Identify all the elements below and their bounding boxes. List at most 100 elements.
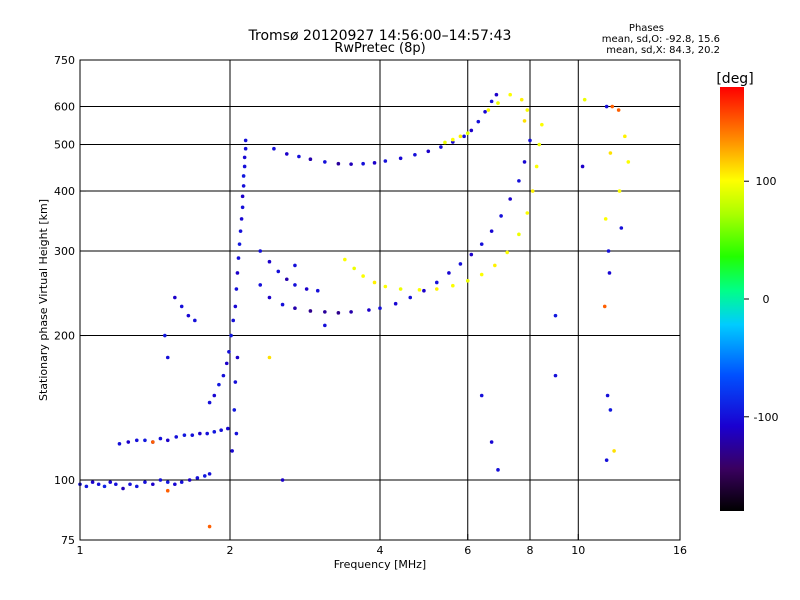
data-point (413, 152, 417, 157)
data-point (508, 197, 512, 201)
x-tick-label: 16 (673, 544, 687, 557)
data-point (235, 271, 240, 275)
data-point (230, 449, 234, 453)
data-point (517, 179, 521, 183)
data-point (219, 428, 223, 433)
data-point (267, 295, 272, 300)
data-point (143, 480, 147, 484)
data-point (207, 400, 212, 405)
data-point (617, 189, 622, 193)
data-point (580, 164, 585, 169)
data-point (604, 458, 609, 462)
data-point (187, 478, 192, 482)
data-point (143, 438, 147, 443)
data-point (323, 160, 327, 164)
y-tick-label: 500 (54, 139, 75, 152)
data-point (469, 252, 474, 257)
data-point (517, 232, 521, 237)
data-point (207, 472, 212, 476)
x-axis-ticks: 1 2 4 6 8 10 16 (77, 534, 687, 557)
data-point (179, 304, 184, 309)
data-point (619, 226, 624, 230)
data-point (361, 161, 365, 166)
data-point (540, 122, 544, 127)
data-point (434, 287, 439, 291)
data-point (372, 280, 377, 285)
data-point (606, 249, 611, 253)
data-point (231, 318, 236, 323)
data-point (258, 249, 263, 253)
data-point (361, 274, 365, 278)
chart-title: Tromsø 20120927 14:56:00–14:57:43 (248, 28, 512, 44)
data-point (528, 138, 532, 143)
colorbar-tick-label: 100 (756, 175, 777, 188)
data-point (239, 217, 244, 221)
data-point (240, 194, 245, 199)
data-point (134, 484, 139, 489)
data-point (84, 484, 89, 489)
chart-subtitle: RwPretec (8p) (334, 41, 425, 56)
data-point (233, 380, 238, 384)
data-point (494, 92, 499, 97)
data-point (465, 279, 470, 283)
grid-lines (80, 60, 680, 540)
data-point (408, 295, 413, 300)
data-point (190, 433, 195, 437)
data-point (447, 271, 451, 275)
data-point (505, 250, 509, 255)
data-point (114, 482, 118, 487)
colorbar (720, 87, 744, 511)
data-point (240, 205, 245, 210)
data-point (242, 155, 247, 160)
data-point (458, 134, 463, 139)
x-axis-label: Frequency [MHz] (334, 558, 426, 571)
data-point (349, 310, 353, 314)
data-point (193, 318, 197, 323)
data-point (378, 306, 382, 311)
data-point (610, 104, 615, 109)
data-point (479, 272, 484, 277)
data-point (486, 108, 491, 112)
data-point (479, 393, 484, 398)
data-point (626, 160, 631, 164)
data-point (525, 108, 530, 112)
data-point (272, 146, 276, 151)
data-point (323, 310, 327, 314)
data-point (267, 355, 272, 360)
data-point (522, 119, 527, 123)
data-point (553, 313, 558, 318)
colorbar-ticks: 100 0 -100 (744, 175, 778, 424)
x-tick-label: 1 (77, 544, 84, 557)
data-point (163, 333, 167, 338)
y-axis-label: Stationary phase Virtual Height [km] (37, 199, 50, 401)
data-point (205, 431, 209, 436)
data-point (126, 440, 131, 444)
phase-box-o: mean, sd,O: -92.8, 15.6 (602, 34, 720, 45)
data-point (165, 480, 170, 484)
data-point (483, 109, 487, 114)
data-point (236, 256, 241, 260)
data-point (489, 99, 494, 104)
data-point (195, 476, 200, 480)
y-axis-ticks: 75 100 200 300 400 500 600 750 (54, 54, 86, 547)
data-point (267, 259, 272, 264)
data-point (458, 262, 463, 266)
data-point (226, 426, 230, 431)
x-tick-label: 4 (377, 544, 384, 557)
data-point (96, 482, 101, 487)
data-point (315, 288, 320, 293)
y-tick-label: 600 (54, 101, 75, 114)
phase-box-title: Phases (629, 23, 664, 34)
data-point (582, 97, 587, 102)
colorbar-tick-label: 0 (763, 293, 770, 306)
data-point (134, 438, 139, 443)
data-point (304, 287, 309, 291)
x-tick-label: 8 (527, 544, 534, 557)
data-point (293, 306, 297, 311)
data-point (522, 160, 527, 164)
data-point (241, 184, 246, 188)
data-point (284, 152, 289, 156)
data-point (308, 157, 313, 162)
